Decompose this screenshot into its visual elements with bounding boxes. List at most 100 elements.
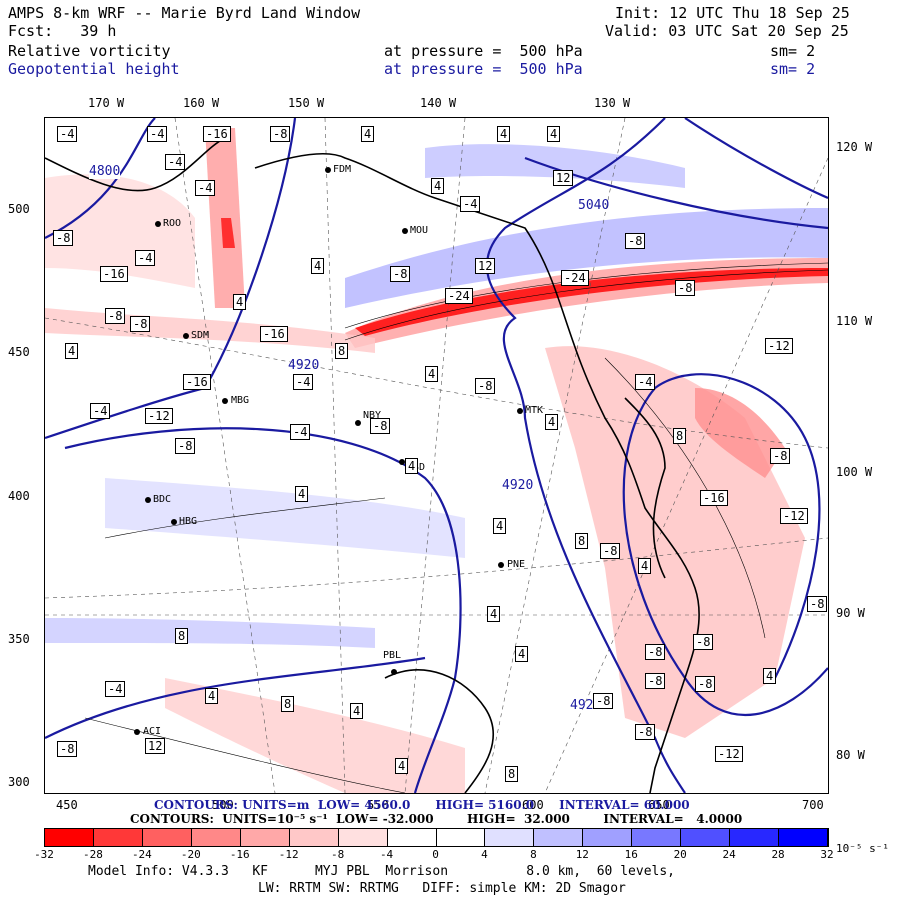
station-label: HBG — [179, 516, 198, 527]
station-label: ACI — [143, 726, 162, 737]
map-title: AMPS 8-km WRF -- Marie Byrd Land Window — [8, 4, 361, 22]
height-contour-label: 5040 — [578, 198, 610, 213]
vorticity-value-label: 4 — [205, 688, 219, 704]
y-tick-label: 400 — [8, 489, 30, 503]
vorticity-value-label: 4 — [497, 126, 511, 142]
colorbar-tick-label: -20 — [180, 848, 201, 861]
vorticity-contour-info: CONTOURS: UNITS=10⁻⁵ s⁻¹ LOW= -32.000 HI… — [130, 812, 743, 826]
y-tick-label: 500 — [8, 202, 30, 216]
lon-label: 170 W — [88, 96, 125, 110]
vorticity-value-label: 8 — [575, 533, 589, 549]
vorticity-value-label: 12 — [475, 258, 496, 274]
vorticity-value-label: -8 — [475, 378, 496, 394]
lat-label: 120 W — [836, 140, 873, 154]
x-tick-label: 700 — [802, 798, 824, 812]
lon-label: 130 W — [594, 96, 631, 110]
station-label: NBY — [363, 410, 382, 421]
colorbar-tick-label: -28 — [83, 848, 103, 861]
vorticity-value-label: -8 — [270, 126, 291, 142]
colorbar-cell — [485, 829, 535, 846]
vorticity-value-label: 8 — [281, 696, 295, 712]
colorbar-cell — [681, 829, 731, 846]
colorbar-tick-label: -12 — [278, 848, 299, 861]
colorbar-cell — [93, 829, 143, 846]
vorticity-value-label: 4 — [638, 558, 652, 574]
vorticity-value-label: -8 — [105, 308, 126, 324]
height-contour-info: CONTOURS: UNITS=m LOW= 4560.0 HIGH= 5160… — [154, 798, 690, 812]
vorticity-value-label: 4 — [487, 606, 501, 622]
y-tick-label: 350 — [8, 632, 30, 646]
vorticity-value-label: 4 — [405, 458, 419, 474]
vorticity-value-label: -4 — [135, 250, 156, 266]
vorticity-value-label: 4 — [425, 366, 439, 382]
station-label: MTK — [525, 405, 544, 416]
vorticity-value-label: -12 — [715, 746, 743, 762]
lon-label: 150 W — [288, 96, 325, 110]
field2-name: Geopotential height — [8, 60, 180, 78]
colorbar-tick-label: 12 — [575, 848, 589, 861]
colorbar-cell — [583, 829, 633, 846]
vorticity-value-label: -8 — [593, 693, 614, 709]
vorticity-value-label: -4 — [290, 424, 311, 440]
colorbar-tick-label: 8 — [530, 848, 537, 861]
vorticity-value-label: 4 — [233, 294, 247, 310]
colorbar-cell — [338, 829, 388, 846]
vorticity-value-label: -4 — [293, 374, 314, 390]
colorbar-cell — [779, 829, 828, 846]
vorticity-value-label: -12 — [145, 408, 173, 424]
vorticity-value-label: -16 — [260, 326, 288, 342]
y-tick-label: 300 — [8, 775, 30, 789]
vorticity-value-label: -16 — [183, 374, 211, 390]
field1-smoothing: sm= 2 — [770, 42, 816, 60]
colorbar-cell — [436, 829, 486, 846]
station-label: MBG — [231, 395, 250, 406]
vorticity-value-label: -8 — [807, 596, 828, 612]
station-label: SDM — [191, 330, 210, 341]
x-tick-label: 500 — [212, 798, 234, 812]
colorbar-tick-label: -24 — [131, 848, 152, 861]
colorbar-tick-label: 24 — [722, 848, 736, 861]
colorbar-tick-label: 28 — [771, 848, 785, 861]
forecast-hour: Fcst: 39 h — [8, 22, 117, 40]
vorticity-value-label: -8 — [57, 741, 78, 757]
field1-level: at pressure = 500 hPa — [384, 42, 583, 60]
vorticity-value-label: 12 — [145, 738, 166, 754]
vorticity-value-label: -8 — [600, 543, 621, 559]
vorticity-value-label: -16 — [700, 490, 728, 506]
vorticity-value-label: -8 — [675, 280, 696, 296]
vorticity-value-label: -16 — [203, 126, 231, 142]
lon-label: 140 W — [420, 96, 457, 110]
colorbar-tick-label: -4 — [379, 848, 394, 861]
vorticity-value-label: -4 — [105, 681, 126, 697]
vorticity-value-label: -4 — [57, 126, 78, 142]
colorbar-cell — [142, 829, 192, 846]
vorticity-value-label: -4 — [460, 196, 481, 212]
height-contour-label: 4920 — [288, 358, 320, 373]
model-info: Model Info: V4.3.3 KF MYJ PBL Morrison 8… — [88, 864, 675, 879]
lon-label: 160 W — [183, 96, 220, 110]
vorticity-value-label: 4 — [311, 258, 325, 274]
lat-label: 80 W — [836, 748, 865, 762]
vorticity-value-label: 8 — [175, 628, 189, 644]
y-tick-label: 450 — [8, 345, 30, 359]
colorbar-cell — [240, 829, 290, 846]
station-label: BDC — [153, 494, 172, 505]
colorbar-cell — [632, 829, 682, 846]
field1-name: Relative vorticity — [8, 42, 171, 60]
x-tick-label: 600 — [522, 798, 544, 812]
vorticity-value-label: -8 — [53, 230, 74, 246]
colorbar-tick-label: 20 — [673, 848, 687, 861]
colorbar-tick-label: 4 — [481, 848, 488, 861]
lat-label: 100 W — [836, 465, 873, 479]
vorticity-value-label: 4 — [361, 126, 375, 142]
vorticity-value-label: -8 — [175, 438, 196, 454]
field2-level: at pressure = 500 hPa — [384, 60, 583, 78]
height-contour-label: 4800 — [89, 164, 121, 179]
vorticity-value-label: -24 — [445, 288, 473, 304]
colorbar — [44, 828, 829, 847]
vorticity-value-label: -8 — [390, 266, 411, 282]
vorticity-value-label: -4 — [90, 403, 111, 419]
colorbar-cell — [191, 829, 241, 846]
height-contour-label: 4920 — [502, 478, 534, 493]
vorticity-value-label: 4 — [547, 126, 561, 142]
